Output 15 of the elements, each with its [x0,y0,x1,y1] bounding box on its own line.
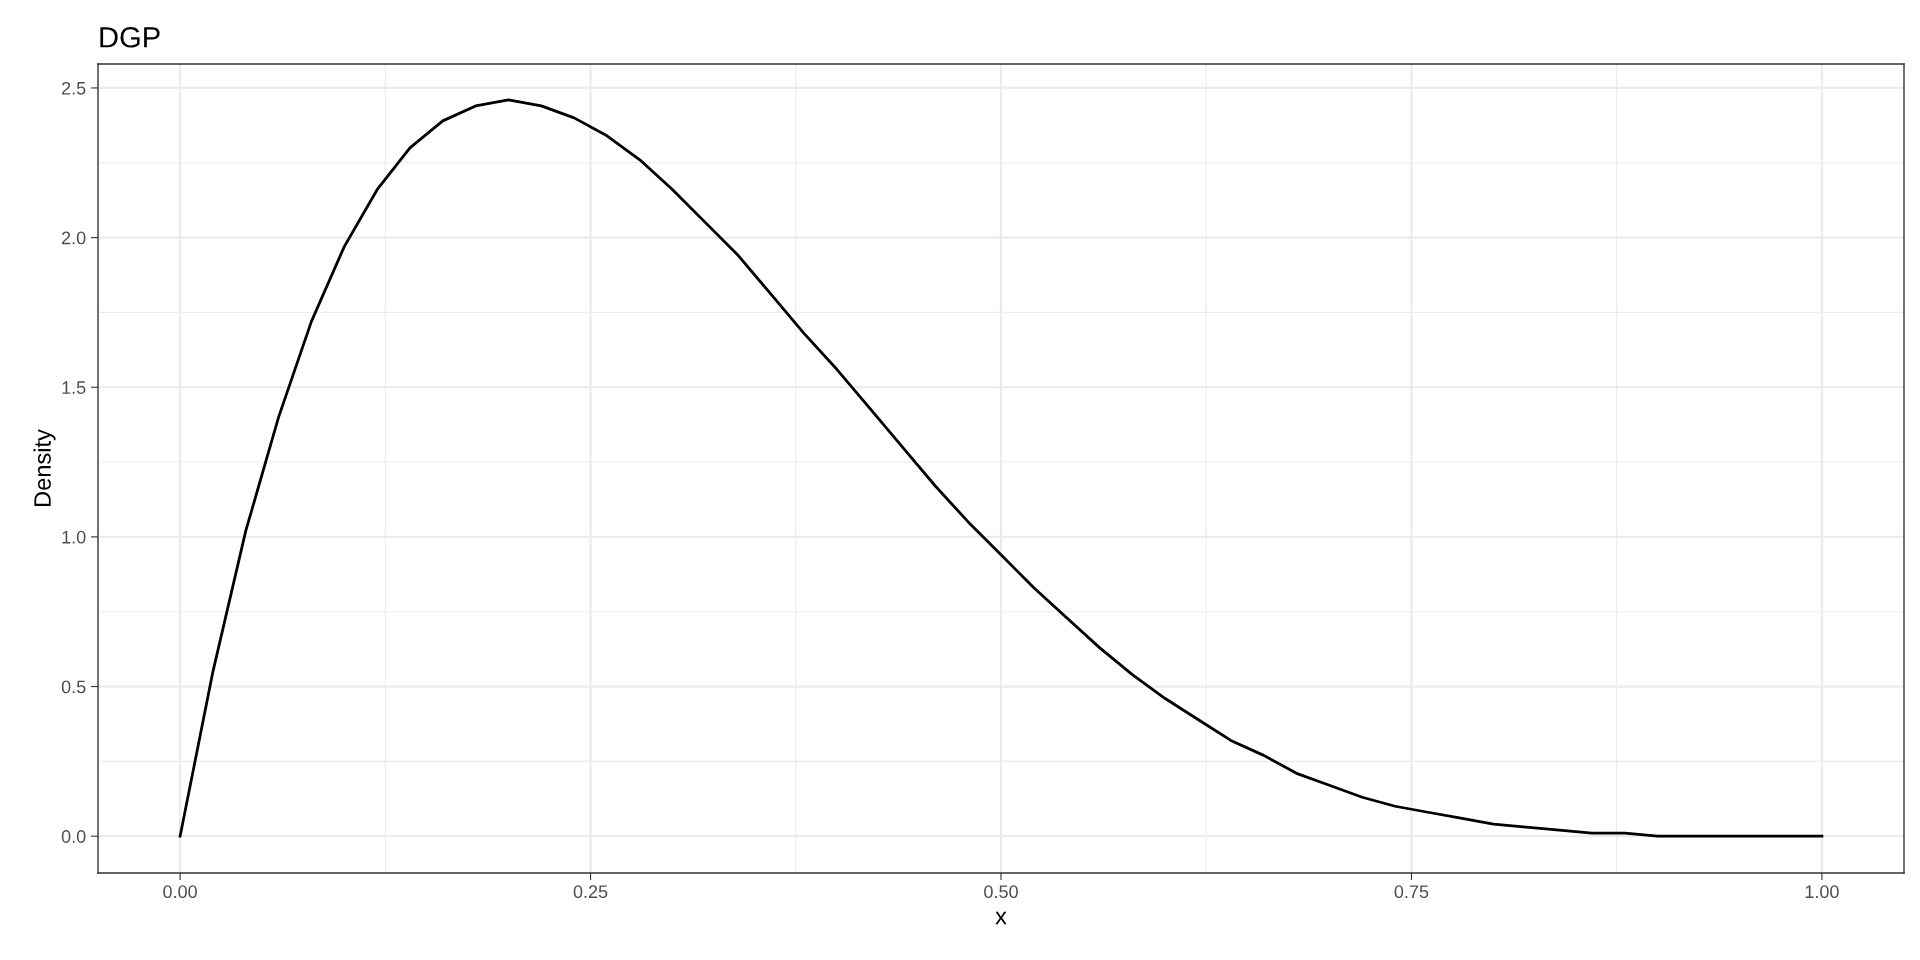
x-tick-label: 0.25 [573,885,608,899]
x-tick-label: 0.00 [163,885,197,899]
y-tick-label: 0.0 [61,830,86,843]
x-tick-label: 0.50 [984,885,1018,899]
y-tick-label: 1.0 [62,530,86,544]
y-tick-label: 0.5 [61,680,86,694]
x-axis-title: x [995,911,1007,925]
y-tick-label: 1.5 [62,381,86,394]
y-tick-label: 2.0 [62,231,86,245]
x-tick-label: 1.00 [1805,885,1839,899]
x-tick-label: 0.75 [1394,885,1429,899]
y-axis-title: Density [33,429,56,506]
y-tick-label: 2.5 [62,81,86,95]
chart-title: DGP [100,26,160,48]
line-series [178,98,1824,838]
